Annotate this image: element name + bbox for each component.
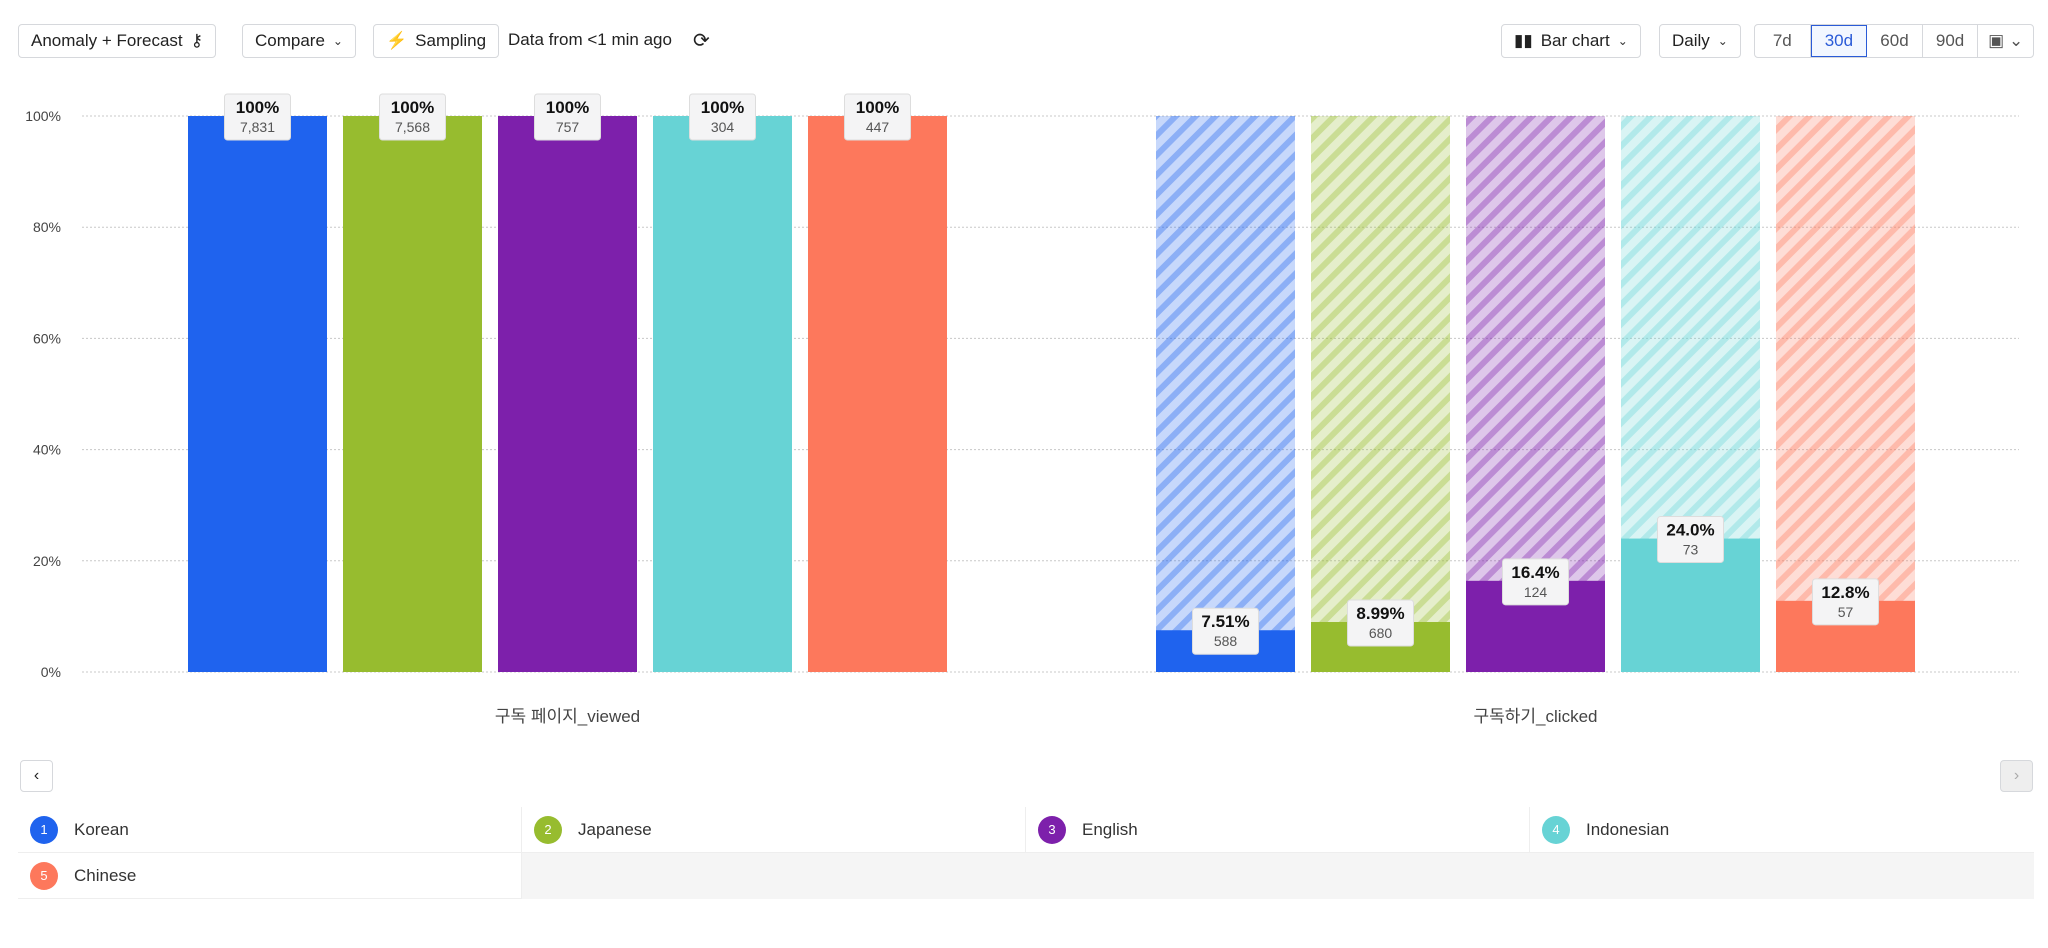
data-label-box (1192, 607, 1259, 655)
data-label-percent: 7.51% (1201, 612, 1249, 631)
chart-type-label: Bar chart (1540, 31, 1610, 50)
calendar-icon: ▣ ⌄ (1988, 31, 2024, 50)
data-label-box (1812, 578, 1879, 626)
chart-type-select[interactable]: ▮▮ Bar chart ⌄ (1501, 24, 1641, 58)
data-label-count: 447 (866, 119, 890, 135)
y-tick-label: 60% (33, 330, 61, 346)
data-label-count: 7,831 (240, 119, 275, 135)
data-label-box (1347, 599, 1414, 647)
scroll-left-button[interactable]: ‹ (20, 760, 53, 792)
chevron-right-icon: › (2013, 767, 2020, 784)
legend-dot: 2 (534, 815, 562, 844)
data-label-box (379, 93, 446, 141)
x-category-label: 구독 페이지_viewed (495, 707, 640, 726)
data-label-box (1657, 516, 1724, 564)
interval-label: Daily (1672, 31, 1710, 50)
y-tick-label: 80% (33, 219, 61, 235)
legend-dot: 5 (30, 861, 58, 890)
data-label-count: 680 (1369, 625, 1393, 641)
data-label-box (534, 93, 601, 141)
data-label-percent: 12.8% (1821, 583, 1869, 602)
legend: 1 Korean 2 Japanese 3 English 4 Indonesian 5… (18, 807, 2034, 899)
data-label-count: 588 (1214, 633, 1238, 649)
data-label-box (1502, 558, 1569, 606)
data-label-count: 757 (556, 119, 580, 135)
data-label-count: 124 (1524, 584, 1548, 600)
legend-label: Korean (74, 819, 129, 839)
data-label-box (844, 93, 911, 141)
range-60d[interactable]: 60d (1867, 25, 1923, 57)
magic-wand-icon: ⚷ (190, 31, 204, 50)
bar-english[interactable] (498, 116, 637, 672)
data-label-box (224, 93, 291, 141)
anomaly-forecast-button[interactable]: Anomaly + Forecast ⚷ (18, 24, 217, 58)
data-label-count: 304 (711, 119, 735, 135)
data-label-percent: 100% (546, 98, 589, 117)
bar-chart-icon: ▮▮ (1514, 31, 1533, 50)
lightning-icon: ⚡ (386, 31, 408, 50)
sampling-label: Sampling (415, 31, 487, 50)
range-7d[interactable]: 7d (1755, 25, 1811, 57)
legend-item-chinese[interactable]: 5 Chinese (18, 853, 522, 899)
legend-label: Japanese (578, 819, 652, 839)
x-category-label: 구독하기_clicked (1474, 707, 1598, 726)
data-label-count: 73 (1683, 542, 1699, 558)
data-freshness: Data from <1 min ago (508, 30, 672, 49)
legend-item-indonesian[interactable]: 4 Indonesian (1530, 807, 2034, 853)
data-label-percent: 100% (856, 98, 899, 117)
chevron-down-icon: ⌄ (1617, 34, 1628, 48)
legend-dot: 4 (1542, 815, 1570, 844)
bar-remainder (1156, 116, 1295, 672)
legend-item-english[interactable]: 3 English (1026, 807, 1530, 853)
legend-dot: 3 (1038, 815, 1066, 844)
compare-button[interactable]: Compare ⌄ (242, 24, 356, 58)
chevron-down-icon: ⌄ (332, 34, 343, 48)
data-label-percent: 24.0% (1666, 521, 1714, 540)
bar-japanese[interactable] (343, 116, 482, 672)
data-label-percent: 100% (391, 98, 434, 117)
range-30d[interactable]: 30d (1810, 25, 1868, 57)
interval-select[interactable]: Daily ⌄ (1659, 24, 1741, 58)
legend-label: English (1082, 819, 1138, 839)
data-label-box (689, 93, 756, 141)
data-label-percent: 8.99% (1356, 604, 1404, 623)
data-label-percent: 16.4% (1511, 563, 1559, 582)
legend-label: Indonesian (1586, 819, 1670, 839)
y-tick-label: 20% (33, 553, 61, 569)
legend-label: Chinese (74, 865, 137, 885)
y-tick-label: 0% (41, 664, 61, 680)
bar-indonesian[interactable] (653, 116, 792, 672)
anomaly-label: Anomaly + Forecast (31, 31, 183, 50)
scroll-right-button[interactable]: › (2000, 760, 2033, 792)
chevron-left-icon: ‹ (33, 767, 40, 784)
bar-chart: 0% 20% 40% 60% 80% 100% 100% 7,831 100% 7,568 100%… (25, 93, 2019, 726)
legend-item-korean[interactable]: 1 Korean (18, 807, 522, 853)
range-selector: 7d 30d 60d 90d ▣ ⌄ (1754, 24, 2034, 58)
refresh-icon[interactable]: ⟳ (693, 30, 710, 52)
compare-label: Compare (255, 31, 325, 50)
bar-chinese[interactable] (808, 116, 947, 672)
bar-korean[interactable] (188, 116, 327, 672)
sampling-button[interactable]: ⚡ Sampling (373, 24, 500, 58)
data-label-count: 7,568 (395, 119, 430, 135)
range-90d[interactable]: 90d (1923, 25, 1979, 57)
legend-item-japanese[interactable]: 2 Japanese (522, 807, 1026, 853)
calendar-button[interactable]: ▣ ⌄ (1978, 25, 2033, 57)
chevron-down-icon: ⌄ (1717, 34, 1728, 48)
data-label-percent: 100% (236, 98, 279, 117)
bar-remainder (1311, 116, 1450, 672)
legend-dot: 1 (30, 815, 58, 844)
legend-empty-area (522, 853, 2034, 899)
y-tick-label: 100% (25, 108, 61, 124)
data-label-count: 57 (1838, 604, 1854, 620)
y-tick-label: 40% (33, 442, 61, 458)
data-label-percent: 100% (701, 98, 744, 117)
